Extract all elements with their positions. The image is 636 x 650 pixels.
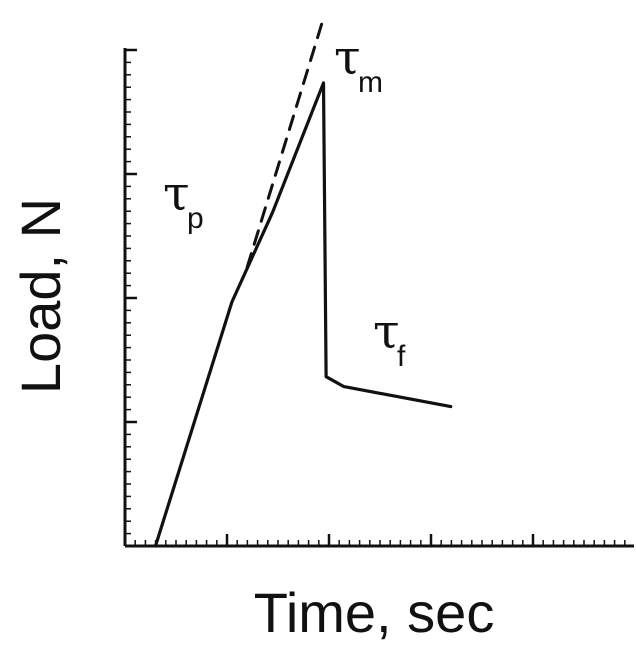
y-axis-title: Load, N [9,198,72,394]
tau-subscript: m [358,66,383,99]
x-axis-title: Time, sec [254,581,495,644]
annotation-tau-m: τm [334,30,383,99]
annotation-tau-p: τp [163,166,204,235]
tau-subscript: f [397,340,406,373]
x-axis-ticks [134,534,626,546]
y-axis-ticks [125,48,137,535]
tau-symbol: τ [334,30,361,86]
tau-symbol: τ [373,304,400,360]
extrapolation-dashed-line [245,16,325,269]
tau-symbol: τ [163,166,190,222]
tau-subscript: p [187,202,204,235]
load-curve-line [153,81,453,548]
annotation-tau-f: τf [373,304,406,373]
series-layer [153,16,453,548]
